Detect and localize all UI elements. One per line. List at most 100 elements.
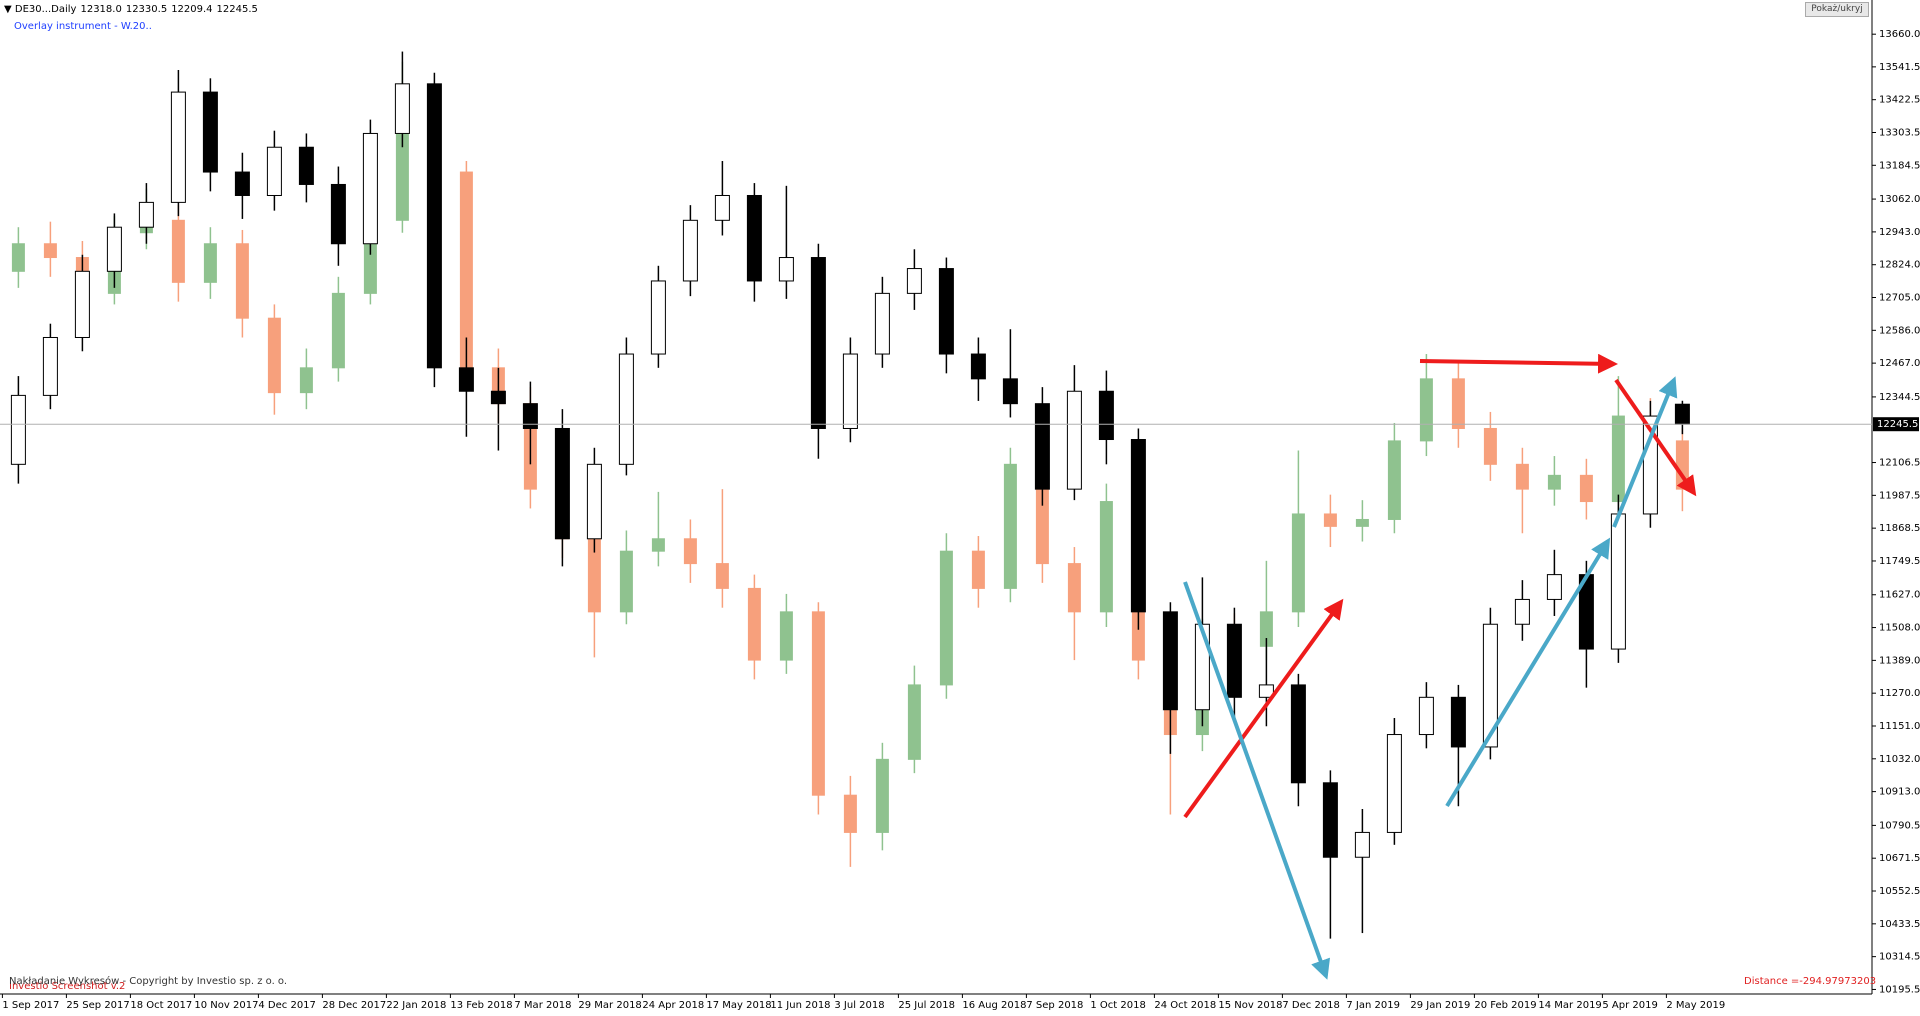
y-tick-label: 12344.5: [1879, 392, 1920, 403]
candle-body: [1387, 440, 1401, 520]
y-tick-label: 13062.0: [1879, 194, 1920, 205]
last-price-box: [1873, 417, 1919, 432]
x-tick-label: 3 Jul 2018: [834, 1000, 884, 1011]
trend-arrows: [1183, 353, 1697, 980]
candle-body: [1418, 696, 1434, 736]
ohlc-open: 12318.0: [80, 4, 122, 15]
red-arrow: [1419, 353, 1618, 374]
ohlc-high: 12330.5: [125, 4, 168, 15]
candle-body: [458, 367, 474, 392]
y-tick-label: 10913.0: [1879, 787, 1920, 798]
candle-body: [1547, 474, 1561, 490]
symbol: DE30...Daily: [14, 4, 77, 15]
overlay-label: Overlay instrument - W.20..: [14, 21, 152, 32]
candle-body: [11, 243, 25, 272]
y-tick-label: 13660.0: [1879, 29, 1920, 40]
candle-body: [170, 91, 186, 203]
candle-body: [1098, 390, 1114, 441]
candle-body: [1066, 390, 1082, 490]
x-tick-label: 7 Mar 2018: [514, 1000, 571, 1011]
candle-body: [171, 219, 185, 283]
candle-body: [618, 353, 634, 465]
y-tick-label: 12824.0: [1879, 260, 1920, 271]
last-price-label: 12245.5: [1877, 419, 1918, 430]
candle-body: [235, 243, 249, 319]
x-tick-label: 10 Nov 2017: [194, 1000, 258, 1011]
candle-body: [1194, 623, 1210, 711]
x-tick-label: 20 Feb 2019: [1474, 1000, 1536, 1011]
candle-body: [1674, 403, 1690, 425]
blue-arrow: [1612, 376, 1678, 528]
y-tick-label: 11032.0: [1879, 754, 1920, 765]
ohlc-close: 12245.5: [216, 4, 258, 15]
candle-body: [362, 132, 378, 245]
candle-body: [1067, 563, 1081, 613]
candle-body: [266, 146, 282, 196]
candle-body: [1450, 696, 1466, 748]
candle-body: [1611, 415, 1625, 503]
y-tick-label: 10790.5: [1879, 820, 1920, 831]
candle-body: [651, 538, 665, 552]
x-tick-label: 5 Apr 2019: [1602, 1000, 1657, 1011]
candle-body: [1162, 611, 1178, 711]
candle-body: [1291, 513, 1305, 613]
candle-body: [74, 270, 90, 338]
x-tick-label: 1 Sep 2017: [2, 1000, 59, 1011]
candle-body: [650, 280, 666, 355]
x-tick-label: 29 Jan 2019: [1410, 1000, 1470, 1011]
blue-arrow: [1445, 537, 1611, 808]
x-tick-label: 24 Apr 2018: [642, 1000, 704, 1011]
x-tick-label: 18 Oct 2017: [130, 1000, 192, 1011]
candle-body: [1226, 623, 1242, 698]
candles: [10, 51, 1690, 939]
candle-body: [1130, 439, 1146, 613]
candle-body: [1322, 782, 1338, 858]
candle-body: [267, 317, 281, 394]
candle-body: [683, 538, 697, 565]
candle-body: [1099, 501, 1113, 613]
candle-body: [746, 194, 762, 282]
candle-body: [779, 611, 793, 661]
y-tick-label: 13541.5: [1879, 62, 1920, 73]
candle-body: [938, 268, 954, 355]
candle-body: [331, 292, 345, 369]
y-tick-label: 11151.0: [1879, 721, 1920, 732]
x-tick-label: 2 May 2019: [1666, 1000, 1725, 1011]
candle-body: [298, 146, 314, 185]
red-arrow: [1183, 598, 1344, 819]
candle-body: [1034, 403, 1050, 490]
x-tick-label: 25 Jul 2018: [898, 1000, 955, 1011]
candle-body: [1355, 518, 1369, 527]
x-tick-label: 14 Mar 2019: [1538, 1000, 1601, 1011]
y-tick-label: 11868.5: [1879, 523, 1920, 534]
candle-body: [682, 219, 698, 282]
y-tick-label: 11987.5: [1879, 490, 1920, 501]
candle-body: [10, 394, 26, 465]
x-tick-label: 7 Jan 2019: [1346, 1000, 1400, 1011]
y-tick-label: 12705.0: [1879, 293, 1920, 304]
candle-body: [1258, 684, 1274, 698]
x-tick-label: 11 Jun 2018: [770, 1000, 830, 1011]
y-tick-label: 12943.0: [1879, 227, 1920, 238]
x-tick-label: 7 Dec 2018: [1282, 1000, 1340, 1011]
x-tick-label: 28 Dec 2017: [322, 1000, 386, 1011]
candle-body: [490, 390, 506, 405]
candle-body: [42, 336, 58, 396]
candle-body: [202, 91, 218, 173]
candle-body: [1579, 474, 1593, 503]
candle-body: [43, 243, 57, 259]
y-tick-label: 11749.5: [1879, 556, 1920, 567]
toggle-button[interactable]: Pokaż/ukryj: [1805, 2, 1869, 17]
y-tick-label: 12467.0: [1879, 358, 1920, 369]
y-tick-label: 10671.5: [1879, 853, 1920, 864]
candle-body: [234, 171, 250, 196]
candle-body: [715, 563, 729, 589]
ohlc-low: 12209.4: [171, 4, 213, 15]
candle-body: [1003, 463, 1017, 589]
x-tick-label: 13 Feb 2018: [450, 1000, 512, 1011]
candle-body: [1290, 684, 1306, 784]
candle-body: [843, 794, 857, 833]
candle-body: [747, 587, 761, 661]
